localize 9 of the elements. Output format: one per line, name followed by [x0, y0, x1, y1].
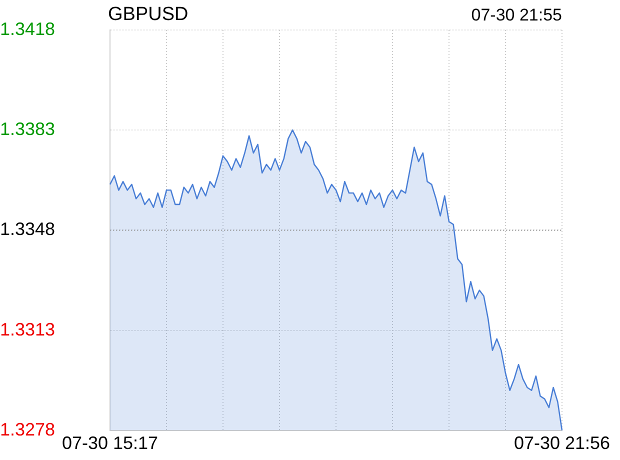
chart-title: GBPUSD [108, 4, 188, 26]
x-tick-label: 07-30 15:17 [62, 433, 158, 454]
y-tick-label: 1.3418 [0, 18, 56, 39]
x-tick-label: 07-30 21:56 [514, 433, 610, 454]
y-tick-label: 1.3313 [0, 319, 56, 340]
y-tick-label: 1.3383 [0, 119, 56, 140]
text: 07-30 21:55 [471, 6, 562, 25]
y-tick-label: 1.3348 [0, 219, 56, 240]
y-tick-label: 1.3278 [0, 419, 56, 440]
